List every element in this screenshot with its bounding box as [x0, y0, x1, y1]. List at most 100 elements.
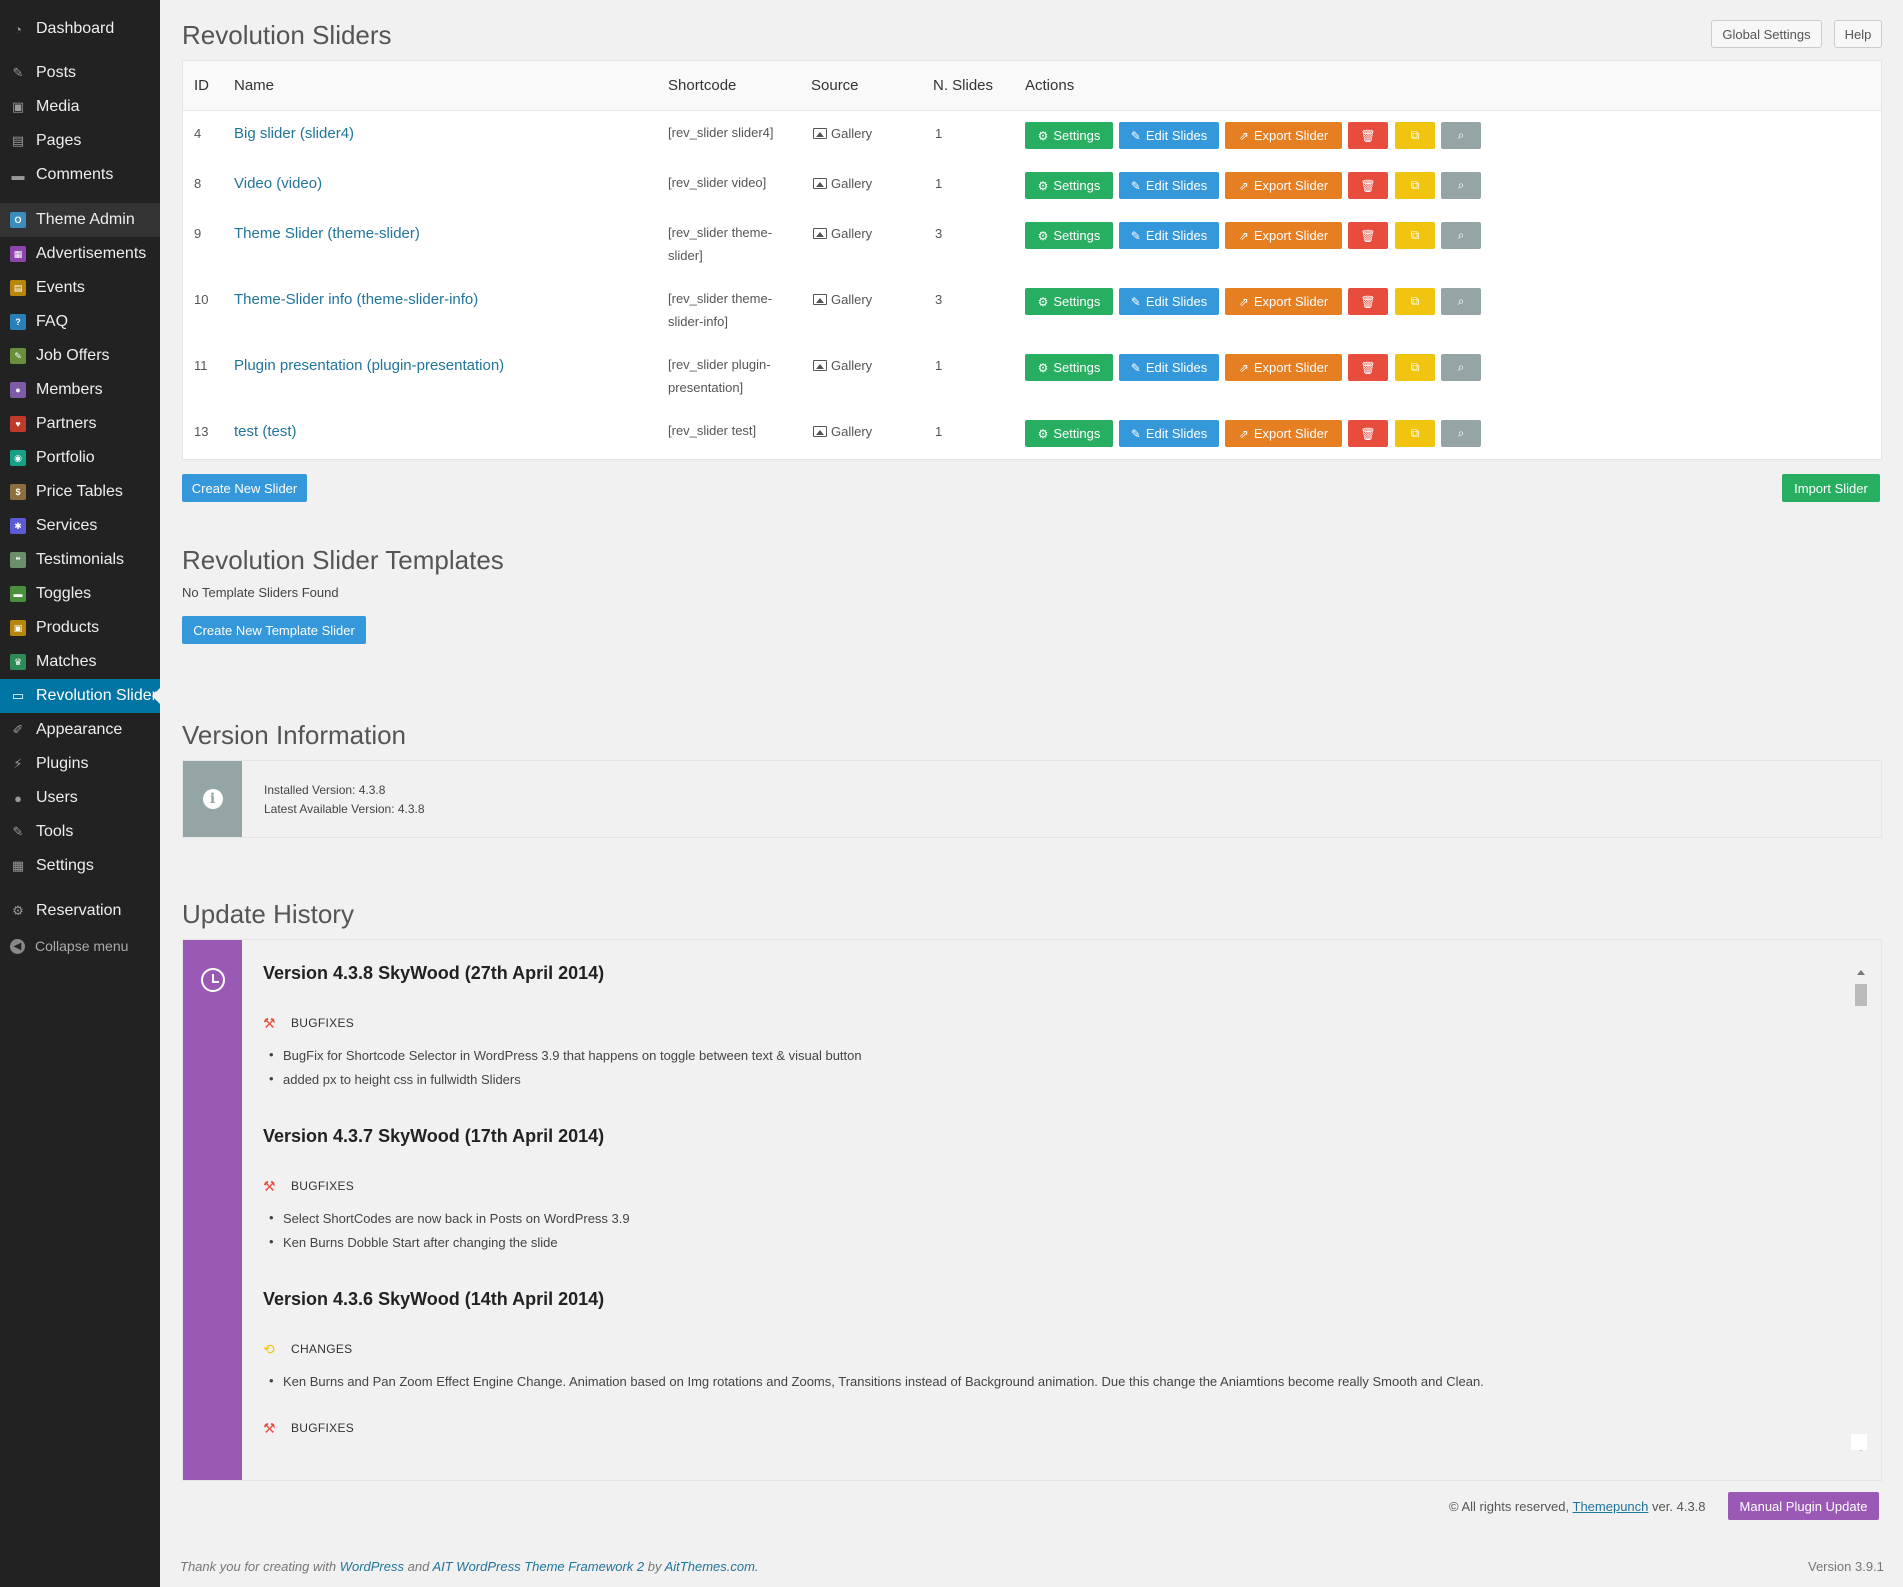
- duplicate-slider-button[interactable]: ⧉: [1395, 354, 1435, 381]
- export-slider-button[interactable]: ⇗ Export Slider: [1225, 122, 1342, 149]
- import-slider-button[interactable]: Import Slider: [1782, 474, 1880, 502]
- wp-footer-credits: Thank you for creating with WordPress an…: [180, 1559, 759, 1574]
- duplicate-slider-button[interactable]: ⧉: [1395, 172, 1435, 199]
- manual-plugin-update-button[interactable]: Manual Plugin Update: [1728, 1492, 1879, 1520]
- table-row: 11 Plugin presentation (plugin-presentati…: [183, 354, 1881, 404]
- export-slider-button[interactable]: ⇗ Export Slider: [1225, 172, 1342, 199]
- settings-button[interactable]: ⚙ Settings: [1025, 172, 1113, 199]
- sidebar-item-media[interactable]: ▣ Media: [0, 90, 160, 124]
- edit-slides-button[interactable]: ✎ Edit Slides: [1119, 172, 1219, 199]
- sidebar-item-events[interactable]: ▤ Events: [0, 271, 160, 305]
- delete-slider-button[interactable]: 🗑: [1348, 122, 1388, 149]
- create-new-slider-button[interactable]: Create New Slider: [182, 474, 307, 502]
- create-new-template-slider-button[interactable]: Create New Template Slider: [182, 616, 366, 644]
- sidebar-item-price-tables[interactable]: $ Price Tables: [0, 475, 160, 509]
- scroll-up-arrow-icon[interactable]: [1857, 970, 1865, 975]
- sidebar-item-plugins[interactable]: ⚡ Plugins: [0, 747, 160, 781]
- preview-slider-button[interactable]: ⌕: [1441, 420, 1481, 447]
- version-title: Version 4.3.8 SkyWood (27th April 2014): [263, 963, 605, 983]
- settings-button[interactable]: ⚙ Settings: [1025, 222, 1113, 249]
- settings-button[interactable]: ⚙ Settings: [1025, 420, 1113, 447]
- gallery-icon: [813, 360, 827, 371]
- pages-icon: ▤: [11, 133, 25, 148]
- sidebar-item-posts[interactable]: ✎ Posts: [0, 56, 160, 90]
- sidebar-item-revolution-slider[interactable]: ▭ Revolution Slider: [0, 679, 160, 713]
- sidebar-item-products[interactable]: ▣ Products: [0, 611, 160, 645]
- delete-slider-button[interactable]: 🗑: [1348, 172, 1388, 199]
- sidebar-item-comments[interactable]: ▬ Comments: [0, 158, 160, 192]
- preview-slider-button[interactable]: ⌕: [1441, 288, 1481, 315]
- update-history-title: Update History: [182, 899, 354, 929]
- sidebar-item-partners[interactable]: ♥ Partners: [0, 407, 160, 441]
- sidebar-item-members[interactable]: ● Members: [0, 373, 160, 407]
- help-button[interactable]: Help: [1834, 20, 1882, 48]
- duplicate-slider-button[interactable]: ⧉: [1395, 420, 1435, 447]
- export-slider-button[interactable]: ⇗ Export Slider: [1225, 420, 1342, 447]
- sidebar-item-advertisements[interactable]: ▦ Advertisements: [0, 237, 160, 271]
- export-slider-button[interactable]: ⇗ Export Slider: [1225, 288, 1342, 315]
- settings-button[interactable]: ⚙ Settings: [1025, 122, 1113, 149]
- wp-version: Version 3.9.1: [1808, 1559, 1884, 1574]
- theme-admin-icon: O: [10, 212, 26, 228]
- update-history-box: Version 4.3.8 SkyWood (27th April 2014) …: [182, 939, 1882, 1481]
- sidebar-item-tools[interactable]: ✎ Tools: [0, 815, 160, 849]
- preview-slider-button[interactable]: ⌕: [1441, 354, 1481, 381]
- aitthemes-link[interactable]: AitThemes.com.: [664, 1559, 759, 1574]
- slider-name-link[interactable]: Big slider (slider4): [234, 125, 355, 142]
- preview-slider-button[interactable]: ⌕: [1441, 122, 1481, 149]
- export-slider-button[interactable]: ⇗ Export Slider: [1225, 222, 1342, 249]
- sidebar-item-portfolio[interactable]: ◉ Portfolio: [0, 441, 160, 475]
- slider-name-link[interactable]: Theme Slider (theme-slider): [234, 225, 420, 242]
- sidebar-item-theme-admin[interactable]: O Theme Admin: [0, 203, 160, 237]
- copyright: © All rights reserved, Themepunch ver. 4…: [1449, 1499, 1706, 1514]
- sidebar-item-testimonials[interactable]: ❝ Testimonials: [0, 543, 160, 577]
- sidebar-item-pages[interactable]: ▤ Pages: [0, 124, 160, 158]
- plugin-version: ver. 4.3.8: [1652, 1499, 1706, 1514]
- edit-slides-button[interactable]: ✎ Edit Slides: [1119, 354, 1219, 381]
- duplicate-slider-button[interactable]: ⧉: [1395, 222, 1435, 249]
- duplicate-slider-button[interactable]: ⧉: [1395, 122, 1435, 149]
- ait-framework-link[interactable]: AIT WordPress Theme Framework 2: [432, 1559, 645, 1574]
- version-info-title: Version Information: [182, 720, 407, 750]
- sidebar-item-appearance[interactable]: ✐ Appearance: [0, 713, 160, 747]
- sidebar-item-settings[interactable]: ▦ Settings: [0, 849, 160, 883]
- delete-slider-button[interactable]: 🗑: [1348, 288, 1388, 315]
- sidebar-item-reservation[interactable]: ⚙ Reservation: [0, 894, 160, 928]
- export-slider-button[interactable]: ⇗ Export Slider: [1225, 354, 1342, 381]
- themepunch-link[interactable]: Themepunch: [1572, 1499, 1649, 1514]
- preview-slider-button[interactable]: ⌕: [1441, 172, 1481, 199]
- sidebar-item-collapse-menu[interactable]: ◀ Collapse menu: [0, 929, 160, 963]
- sidebar-item-services[interactable]: ✱ Services: [0, 509, 160, 543]
- export-icon: ⇗: [1238, 426, 1249, 441]
- delete-slider-button[interactable]: 🗑: [1348, 222, 1388, 249]
- edit-slides-button[interactable]: ✎ Edit Slides: [1119, 222, 1219, 249]
- sidebar-item-faq[interactable]: ? FAQ: [0, 305, 160, 339]
- sidebar-item-matches[interactable]: ♛ Matches: [0, 645, 160, 679]
- history-sidebar: [183, 940, 242, 1480]
- sidebar-item-dashboard[interactable]: ◔ Dashboard: [0, 12, 160, 46]
- slider-name-link[interactable]: Plugin presentation (plugin-presentation…: [234, 357, 505, 374]
- users-icon: ●: [14, 790, 22, 806]
- scroll-thumb[interactable]: [1855, 984, 1867, 1006]
- wordpress-link[interactable]: WordPress: [339, 1559, 404, 1574]
- sidebar-item-users[interactable]: ● Users: [0, 781, 160, 815]
- sidebar-item-label: Comments: [36, 166, 114, 183]
- edit-slides-button[interactable]: ✎ Edit Slides: [1119, 420, 1219, 447]
- edit-slides-button[interactable]: ✎ Edit Slides: [1119, 122, 1219, 149]
- sidebar-item-toggles[interactable]: ▬ Toggles: [0, 577, 160, 611]
- slider-name-link[interactable]: test (test): [234, 423, 297, 440]
- global-settings-button[interactable]: Global Settings: [1711, 20, 1822, 48]
- delete-slider-button[interactable]: 🗑: [1348, 420, 1388, 447]
- column-header-name: Name: [234, 77, 275, 94]
- duplicate-slider-button[interactable]: ⧉: [1395, 288, 1435, 315]
- settings-button[interactable]: ⚙ Settings: [1025, 288, 1113, 315]
- preview-slider-button[interactable]: ⌕: [1441, 222, 1481, 249]
- history-scrollbar[interactable]: [1855, 970, 1867, 1451]
- slider-name-link[interactable]: Theme-Slider info (theme-slider-info): [234, 291, 479, 308]
- slider-name-link[interactable]: Video (video): [234, 175, 323, 192]
- delete-slider-button[interactable]: 🗑: [1348, 354, 1388, 381]
- revolution-slider-icon: ▭: [11, 688, 25, 703]
- settings-button[interactable]: ⚙ Settings: [1025, 354, 1113, 381]
- sidebar-item-job-offers[interactable]: ✎ Job Offers: [0, 339, 160, 373]
- edit-slides-button[interactable]: ✎ Edit Slides: [1119, 288, 1219, 315]
